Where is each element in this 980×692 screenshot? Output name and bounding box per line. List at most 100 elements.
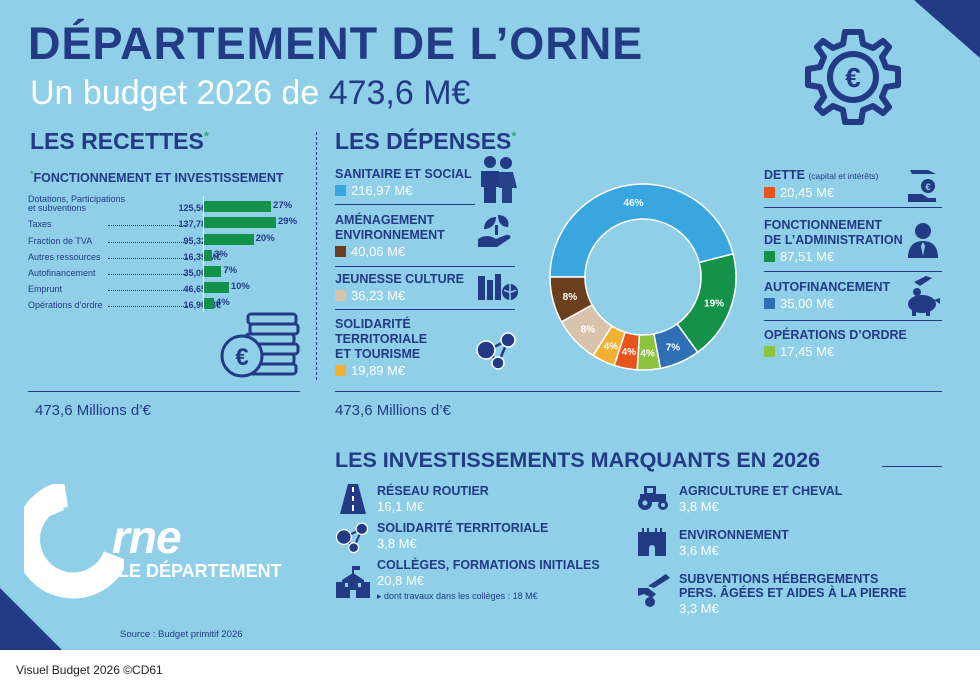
recette-value: 35,00 M€: [183, 268, 221, 278]
depense-amount: 19,89 M€: [351, 363, 406, 378]
investissement-colleges: COLLÈGES, FORMATIONS INITIALES 20,8 M€ ▸…: [377, 558, 600, 602]
network-icon: [335, 522, 369, 554]
depenses-total: 473,6 Millions d’€: [335, 402, 451, 419]
recette-row: Opérations d’ordre 16,90 M€ 4%: [28, 296, 318, 311]
depense-amount: 17,45 M€: [780, 344, 835, 359]
investissement-label: AGRICULTURE ET CHEVAL: [679, 484, 843, 498]
depenses-title: LES DÉPENSES*: [335, 128, 517, 154]
donut-label: 46%: [624, 198, 644, 209]
depense-amenagement: AMÉNAGEMENT ENVIRONNEMENT 40,06 M€: [335, 213, 515, 259]
recette-label: Taxes: [28, 219, 52, 229]
orne-logo-mark: [24, 484, 124, 599]
recette-label: Opérations d’ordre: [28, 300, 103, 310]
recette-row: Fraction de TVA 95,32 M€ 20%: [28, 232, 318, 247]
investissement-amount: 3,3 M€: [679, 601, 719, 616]
depense-amount: 216,97 M€: [351, 183, 413, 198]
recette-row: Dotations, Participations et subventions…: [28, 190, 318, 214]
recette-value: 95,32 M€: [183, 236, 221, 246]
investissement-amount: 20,8 M€: [377, 573, 424, 588]
family-icon: [481, 156, 517, 203]
investissement-amount: 3,6 M€: [679, 543, 719, 558]
recette-bar: [204, 250, 212, 261]
depense-label: AUTOFINANCEMENT: [764, 280, 891, 294]
recette-label: Dotations, Participations et subventions: [28, 194, 126, 213]
tractor-icon: [638, 486, 668, 510]
depense-label: FONCTIONNEMENT DE L’ADMINISTRATION: [764, 218, 903, 247]
recette-bar: [204, 201, 272, 212]
recette-value: 46,65 M€: [183, 284, 221, 294]
legend-swatch: [335, 246, 346, 257]
recettes-total: 473,6 Millions d’€: [35, 402, 151, 419]
recette-value: 16,90 M€: [183, 300, 221, 310]
depense-label: OPÉRATIONS D’ORDRE: [764, 328, 907, 342]
legend-swatch: [335, 365, 346, 376]
recette-value: 125,56 M€: [178, 203, 221, 213]
recette-row: Emprunt 46,65 M€ 10%: [28, 280, 318, 295]
recette-row: Autres ressources 16,39 M€ 3%: [28, 248, 318, 263]
depense-label: JEUNESSE CULTURE: [335, 272, 464, 286]
donut-label: 4%: [604, 341, 619, 352]
castle-icon: [638, 528, 666, 556]
investissement-label: COLLÈGES, FORMATIONS INITIALES: [377, 558, 600, 572]
recette-bar: [204, 282, 229, 293]
legend-swatch: [335, 290, 346, 301]
investissement-solidarite: SOLIDARITÉ TERRITORIALE 3,8 M€: [377, 521, 548, 551]
depense-sanitaire-social: SANITAIRE ET SOCIAL 216,97 M€: [335, 167, 515, 198]
investissement-amount: 16,1 M€: [377, 499, 424, 514]
svg-text:€: €: [845, 62, 861, 93]
leader-dots: [108, 242, 188, 243]
legend-swatch: [764, 298, 775, 309]
legend-swatch: [335, 185, 346, 196]
depense-amount: 87,51 M€: [780, 249, 835, 264]
donut-label: 4%: [641, 348, 656, 359]
investissement-environnement: ENVIRONNEMENT 3,6 M€: [679, 528, 789, 558]
recette-bar: [204, 298, 214, 309]
recette-value: 137,78 M€: [178, 219, 221, 229]
investissement-amount: 3,8 M€: [679, 499, 719, 514]
investissement-amount: 3,8 M€: [377, 536, 417, 551]
recette-label: Fraction de TVA: [28, 236, 93, 246]
corner-decoration: [0, 588, 62, 650]
divider: [335, 391, 942, 392]
recette-percent: 20%: [255, 233, 275, 244]
page-title: DÉPARTEMENT DE L’ORNE: [28, 18, 644, 69]
donut-slice: [549, 183, 734, 278]
source-note: Source : Budget primitif 2026: [120, 629, 243, 640]
subtitle-prefix: Un budget 2026 de: [30, 74, 329, 112]
admin-person-icon: [908, 223, 938, 258]
divider: [28, 391, 300, 392]
depense-amount: 40,06 M€: [351, 244, 406, 259]
books-icon: [478, 274, 518, 300]
donut-label: 4%: [622, 347, 637, 358]
recette-percent: 10%: [230, 281, 250, 292]
depense-autofinancement: AUTOFINANCEMENT 35,00 M€: [764, 280, 944, 311]
recette-label: Emprunt: [28, 284, 63, 294]
piggy-bank-icon: [908, 276, 940, 316]
investissement-label: SUBVENTIONS HÉBERGEMENTS PERS. ÂGÉES ET …: [679, 572, 907, 600]
svg-text:€: €: [235, 344, 248, 371]
donut-slice: [549, 276, 594, 323]
depense-amount: 20,45 M€: [780, 185, 835, 200]
recette-percent: 29%: [278, 216, 298, 227]
logo-department: LE DÉPARTEMENT: [118, 561, 282, 581]
divider: [764, 320, 942, 321]
investissement-reseau-routier: RÉSEAU ROUTIER 16,1 M€: [377, 484, 489, 514]
recettes-title: LES RECETTES*: [30, 128, 209, 154]
divider: [335, 309, 515, 310]
recette-bar: [204, 234, 254, 245]
divider: [335, 204, 475, 205]
bar-axis: [203, 196, 204, 312]
depense-label: DETTE: [764, 168, 805, 182]
logo-wordmark: rne: [112, 511, 182, 563]
recette-row: Autofinancement 35,00 M€7%: [28, 264, 318, 279]
euro-coins-stack-icon: €: [220, 312, 300, 378]
recette-bar: [204, 266, 222, 277]
donut-label: 7%: [666, 342, 681, 353]
subtitle-amount: 473,6 M€: [328, 74, 471, 112]
investissement-subventions: SUBVENTIONS HÉBERGEMENTS PERS. ÂGÉES ET …: [679, 572, 907, 616]
depense-label: SOLIDARITÉ TERRITORIALE ET TOURISME: [335, 317, 428, 361]
euro-gear-icon: €: [805, 29, 901, 125]
recette-percent: 4%: [215, 297, 230, 308]
image-caption: Visuel Budget 2026 ©CD61: [16, 663, 163, 677]
depense-label: SANITAIRE ET SOCIAL: [335, 167, 472, 181]
